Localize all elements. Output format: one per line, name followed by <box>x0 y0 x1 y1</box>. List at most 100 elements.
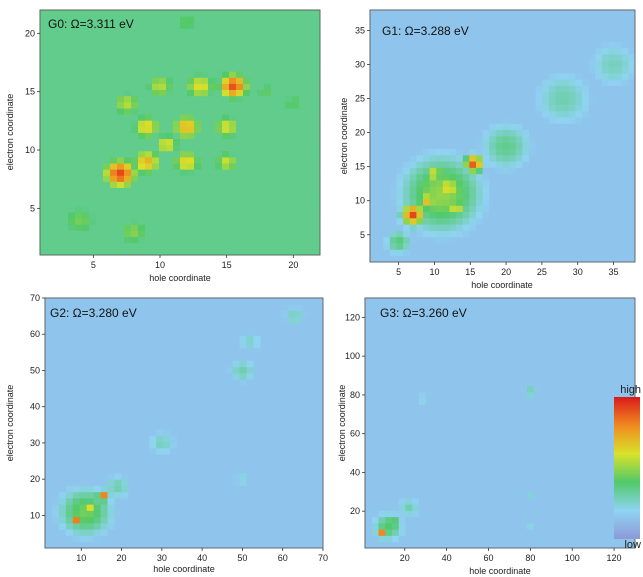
heatmap-cell <box>278 138 286 146</box>
heatmap-cell <box>378 466 386 474</box>
heatmap-cell <box>218 448 227 455</box>
heatmap-cell <box>313 95 321 103</box>
heatmap-cell <box>163 491 171 499</box>
heatmap-cell <box>292 242 300 250</box>
heatmap-cell <box>110 77 118 84</box>
heatmap-cell <box>229 10 237 17</box>
heatmap-cell <box>292 46 300 54</box>
heatmap-cell <box>145 34 153 42</box>
heatmap-cell <box>365 360 373 368</box>
heatmap-cell <box>135 335 143 343</box>
heatmap-cell <box>285 16 293 23</box>
heatmap-cell <box>156 416 164 424</box>
heatmap-cell <box>232 354 240 361</box>
heatmap-cell <box>166 89 174 97</box>
heatmap-cell <box>442 85 450 93</box>
heatmap-cell <box>243 28 251 35</box>
heatmap-cell <box>309 379 317 386</box>
heatmap-cell <box>495 148 503 156</box>
heatmap-cell <box>124 95 132 103</box>
heatmap-cell <box>562 161 570 168</box>
heatmap-cell <box>208 52 216 60</box>
heatmap-cell <box>163 348 171 355</box>
heatmap-cell <box>469 217 477 225</box>
heatmap-cell <box>495 35 503 42</box>
heatmap-cell <box>515 161 523 168</box>
heatmap-cell <box>257 95 265 103</box>
heatmap-cell <box>306 34 314 42</box>
heatmap-cell <box>135 360 143 368</box>
heatmap-cell <box>306 236 314 244</box>
heatmap-cell <box>145 181 153 189</box>
heatmap-cell <box>131 193 139 201</box>
heatmap-cell <box>389 236 397 244</box>
heatmap-cell <box>257 193 265 201</box>
heatmap-cell <box>588 66 596 74</box>
heatmap-cell <box>462 16 470 23</box>
heatmap-cell <box>54 46 62 54</box>
heatmap-cell <box>257 175 265 182</box>
heatmap-cell <box>47 101 55 109</box>
heatmap-cell <box>582 35 590 42</box>
heatmap-cell <box>409 22 417 30</box>
heatmap-cell <box>608 66 616 74</box>
heatmap-cell <box>260 454 268 461</box>
heatmap-cell <box>142 404 150 411</box>
heatmap-cell <box>396 79 404 86</box>
heatmap-cell <box>61 224 69 231</box>
heatmap-cell <box>61 40 69 48</box>
heatmap-cell <box>128 304 136 311</box>
heatmap-cell <box>562 192 570 200</box>
heatmap-cell <box>250 144 258 152</box>
heatmap-cell <box>253 541 261 549</box>
heatmap-cell <box>365 329 373 336</box>
heatmap-cell <box>628 54 636 61</box>
heatmap-cell <box>509 73 517 80</box>
heatmap-cell <box>515 236 523 244</box>
heatmap-cell <box>243 83 251 91</box>
heatmap-cell <box>371 360 379 368</box>
heatmap-cell <box>79 385 88 393</box>
heatmap-cell <box>515 22 523 30</box>
heatmap-cell <box>370 54 378 61</box>
heatmap-cell <box>82 71 90 78</box>
heatmap-cell <box>595 85 603 93</box>
heatmap-cell <box>208 150 216 158</box>
heatmap-cell <box>316 335 324 343</box>
heatmap-cell <box>306 77 314 84</box>
heatmap-cell <box>250 40 258 48</box>
heatmap-cell <box>588 217 596 225</box>
heatmap-cell <box>371 298 379 305</box>
heatmap-cell <box>389 123 397 131</box>
heatmap-cell <box>201 40 209 48</box>
panel-g0-title: G0: Ω=3.311 eV <box>48 17 134 31</box>
heatmap-cell <box>568 110 576 118</box>
heatmap-cell <box>184 529 192 536</box>
heatmap-cell <box>575 199 583 206</box>
heatmap-cell <box>58 316 67 324</box>
heatmap-cell <box>365 310 373 318</box>
heatmap-cell <box>469 173 477 181</box>
heatmap-cell <box>278 108 286 115</box>
heatmap-cell <box>117 52 125 60</box>
heatmap-cell <box>131 175 139 182</box>
heatmap-cell <box>409 192 417 200</box>
heatmap-cell <box>184 341 192 349</box>
heatmap-cell <box>65 366 74 374</box>
heatmap-cell <box>225 454 234 461</box>
heatmap-cell <box>65 398 74 405</box>
heatmap-cell <box>201 10 209 17</box>
heatmap-cell <box>114 329 122 336</box>
heatmap-cell <box>159 175 167 182</box>
heatmap-cell <box>201 236 209 244</box>
heatmap-cell <box>72 510 81 518</box>
heatmap-cell <box>232 491 240 499</box>
heatmap-cell <box>229 16 237 23</box>
y-tick-label: 10 <box>30 510 40 520</box>
heatmap-cell <box>264 95 272 103</box>
heatmap-cell <box>211 523 220 530</box>
heatmap-cell <box>177 479 185 486</box>
heatmap-cell <box>509 79 517 86</box>
heatmap-cell <box>302 373 310 380</box>
heatmap-cell <box>370 142 378 149</box>
